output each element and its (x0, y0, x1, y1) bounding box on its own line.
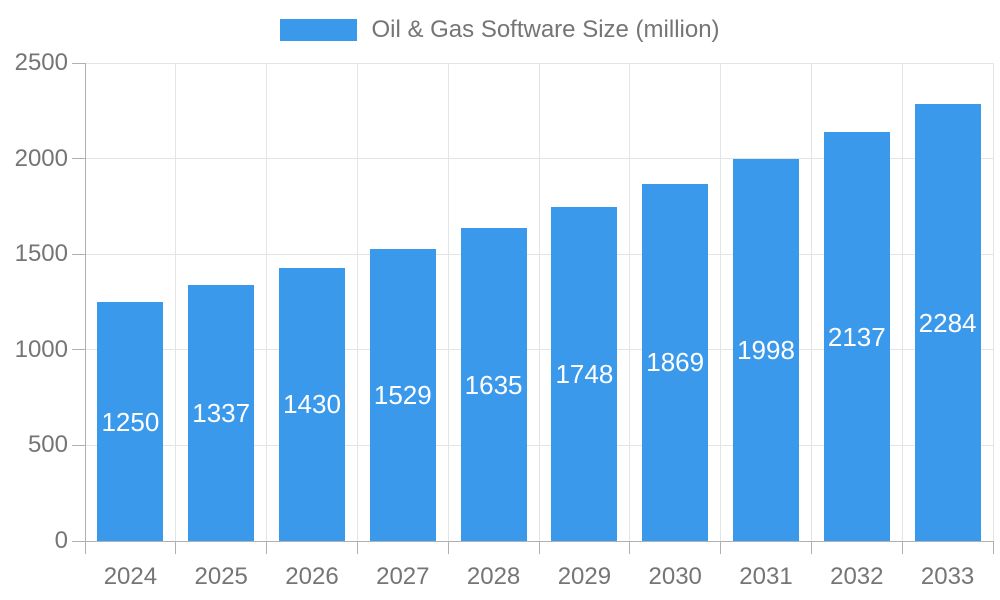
x-axis-tick (720, 541, 722, 554)
x-tick-label: 2029 (557, 563, 612, 590)
bar-value-label: 1529 (373, 379, 432, 410)
bar-value-label: 1748 (555, 358, 614, 389)
x-tick-label: 2024 (103, 563, 158, 590)
legend[interactable]: Oil & Gas Software Size (million) (0, 16, 1000, 44)
gridline-vertical (629, 63, 631, 541)
y-axis-tick (72, 158, 85, 160)
x-axis-tick (810, 541, 812, 554)
bar[interactable] (188, 285, 255, 541)
bar-value-label: 2137 (827, 321, 886, 352)
y-axis-tick (72, 253, 85, 255)
y-tick-label: 2500 (14, 49, 68, 76)
bar-value-label: 1430 (283, 389, 341, 420)
x-axis-tick (447, 541, 449, 554)
bar[interactable] (914, 104, 981, 541)
x-axis-line (85, 540, 993, 542)
y-axis-tick (72, 540, 85, 542)
bar[interactable] (733, 158, 799, 541)
x-tick-label: 2031 (739, 563, 793, 590)
bar-value-label: 1250 (101, 406, 160, 437)
x-axis-tick (538, 541, 540, 554)
x-tick-label: 2032 (830, 563, 884, 590)
x-axis-tick (266, 541, 268, 554)
x-axis-tick (629, 541, 631, 554)
gridline-vertical (356, 63, 358, 541)
y-axis-tick (72, 349, 85, 351)
x-axis-tick (901, 541, 903, 554)
x-axis-tick (175, 541, 177, 554)
x-tick-label: 2027 (376, 563, 430, 590)
bar-value-label: 1998 (737, 334, 795, 365)
y-tick-label: 2000 (14, 144, 68, 172)
bar[interactable] (460, 228, 527, 541)
bar-value-label: 1635 (464, 369, 523, 400)
bar[interactable] (823, 132, 890, 541)
bar-value-label: 1869 (646, 347, 705, 378)
gridline-vertical (901, 63, 903, 541)
y-axis-line (84, 63, 86, 541)
gridline-vertical (266, 63, 268, 541)
y-axis-tick (72, 62, 85, 64)
bar-value-label: 2284 (918, 307, 977, 338)
legend-label: Oil & Gas Software Size (million) (371, 16, 720, 43)
y-tick-label: 1500 (14, 240, 68, 268)
x-axis-tick (356, 541, 358, 554)
x-tick-label: 2030 (648, 563, 702, 590)
bar[interactable] (279, 267, 345, 541)
x-tick-label: 2025 (194, 563, 248, 590)
legend-swatch (280, 19, 358, 41)
bar-value-label: 1337 (192, 398, 251, 429)
y-tick-label: 500 (27, 431, 68, 459)
y-tick-label: 0 (54, 527, 68, 554)
gridline-vertical (538, 63, 540, 541)
bar[interactable] (642, 183, 709, 541)
y-axis-tick (72, 444, 85, 446)
gridline-vertical (447, 63, 449, 541)
x-axis-tick (84, 541, 86, 554)
bar[interactable] (97, 302, 164, 541)
y-tick-label: 1000 (14, 335, 68, 363)
bar[interactable] (369, 248, 436, 541)
bar[interactable] (551, 206, 618, 541)
gridline-vertical (720, 63, 722, 541)
gridline-vertical (992, 63, 994, 541)
x-axis-tick (992, 541, 994, 554)
x-tick-label: 2028 (466, 563, 521, 590)
x-tick-label: 2033 (920, 563, 975, 590)
gridline-vertical (175, 63, 177, 541)
gridline-vertical (810, 63, 812, 541)
x-tick-label: 2026 (285, 563, 339, 590)
